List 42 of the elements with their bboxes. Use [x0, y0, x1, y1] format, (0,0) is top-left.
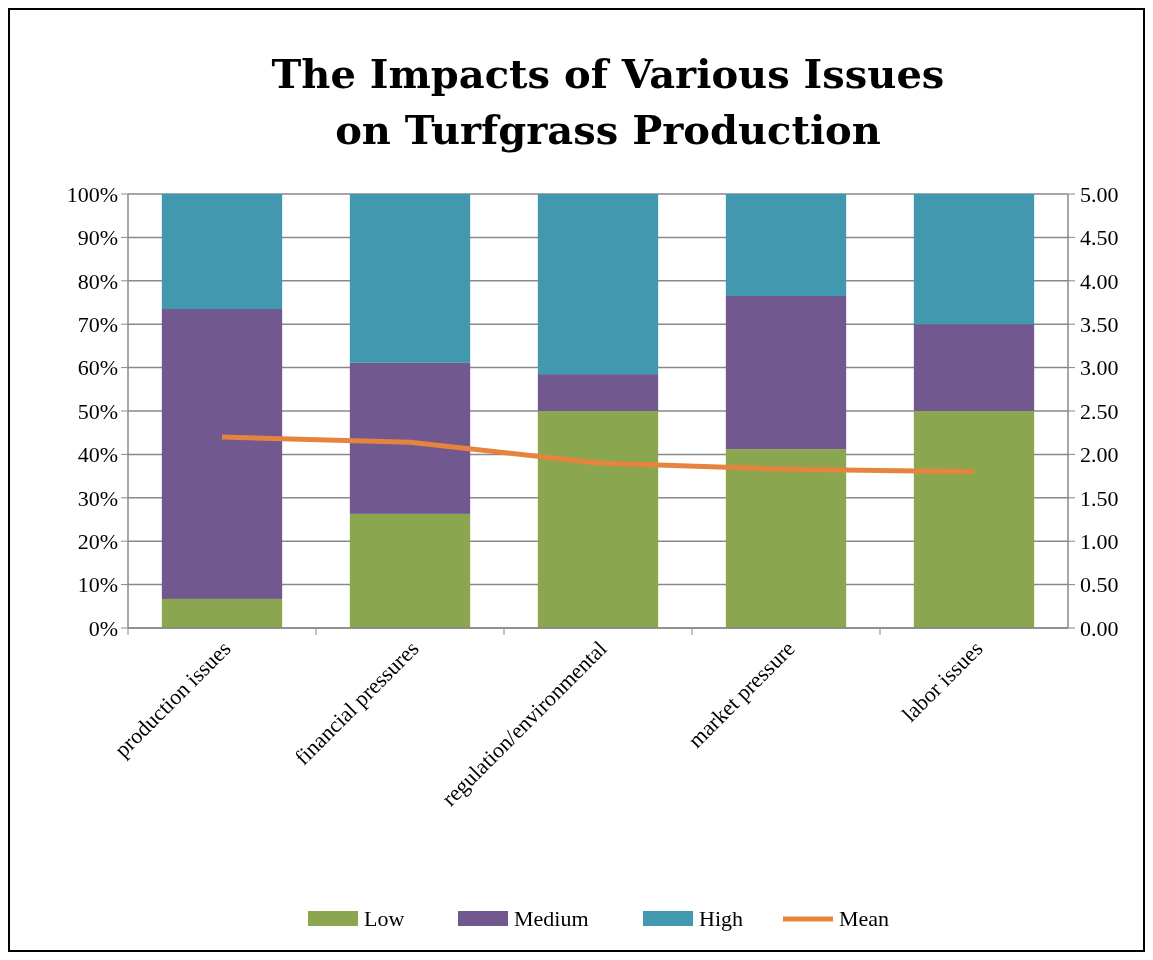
y-tick-label: 90% [77, 225, 118, 251]
y-tick-label: 0% [88, 615, 118, 641]
legend-label: Mean [839, 906, 890, 931]
bar [537, 411, 659, 628]
bar [913, 194, 1035, 325]
y-tick-label: 70% [77, 311, 118, 337]
bar [725, 194, 847, 296]
bar [349, 362, 471, 514]
y2-tick-label: 0.50 [1080, 572, 1119, 598]
bar [349, 513, 471, 628]
y2-tick-label: 1.50 [1080, 485, 1119, 511]
y-tick-label: 10% [77, 572, 118, 598]
y-tick-label: 50% [77, 398, 118, 424]
legend-label: High [699, 906, 743, 931]
y-tick-label: 30% [77, 485, 118, 511]
y-tick-label: 20% [77, 528, 118, 554]
legend-label: Low [364, 906, 405, 931]
y2-tick-label: 4.50 [1080, 225, 1119, 251]
chart-title: The Impacts of Various Issues on Turfgrass Production [271, 50, 945, 153]
y-tick-label: 40% [77, 442, 118, 468]
y2-tick-label: 3.00 [1080, 355, 1119, 381]
bar [537, 374, 659, 411]
y2-tick-label: 0.00 [1080, 615, 1119, 641]
y2-tick-label: 5.00 [1080, 181, 1119, 207]
bar [725, 449, 847, 628]
bar [725, 295, 847, 450]
y2-tick-label: 1.00 [1080, 528, 1119, 554]
y-tick-label: 80% [77, 268, 118, 294]
y2-tick-label: 3.50 [1080, 311, 1119, 337]
y2-tick-label: 2.50 [1080, 398, 1119, 424]
bar [913, 324, 1035, 411]
legend-label: Medium [514, 906, 589, 931]
bar [913, 411, 1035, 628]
y-tick-label: 60% [77, 355, 118, 381]
bar [537, 194, 659, 375]
y2-tick-label: 2.00 [1080, 442, 1119, 468]
y2-tick-label: 4.00 [1080, 268, 1119, 294]
bar [161, 598, 283, 628]
bar [161, 194, 283, 310]
y-tick-label: 100% [66, 181, 118, 207]
bar [349, 194, 471, 363]
bar [161, 309, 283, 599]
